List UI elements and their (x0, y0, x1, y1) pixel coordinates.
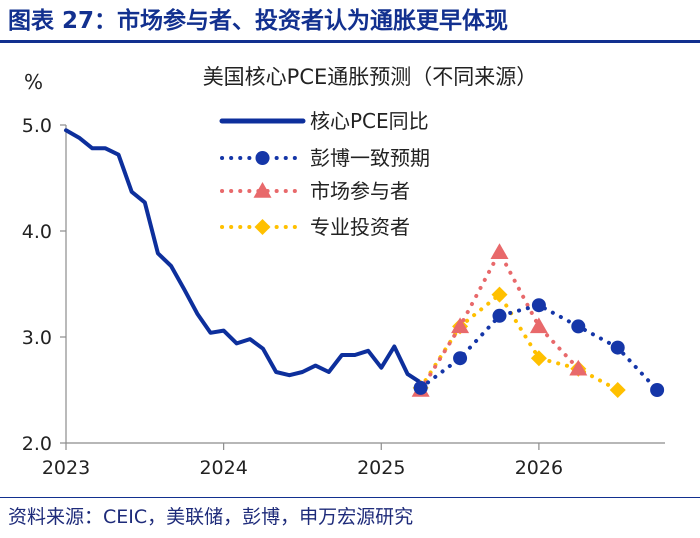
data-point-circle (413, 380, 428, 395)
legend-label: 专业投资者 (310, 215, 410, 239)
data-point-circle (531, 298, 546, 313)
data-point-circle (610, 340, 625, 355)
data-point-triangle (569, 359, 588, 376)
x-tick-label: 2025 (357, 457, 405, 479)
data-point-diamond (491, 286, 508, 303)
x-tick-label: 2026 (515, 457, 563, 479)
legend-item: 专业投资者 (220, 215, 410, 239)
chart-title: 美国核心PCE通胀预测（不同来源） (203, 65, 538, 89)
x-tick-label: 2024 (199, 457, 247, 479)
data-point-circle (571, 319, 586, 334)
data-point-circle (650, 383, 665, 397)
legend-marker-triangle (253, 182, 272, 198)
data-point-triangle (451, 317, 470, 334)
y-axis-unit-label: % (24, 70, 43, 94)
series-dotted-line (418, 247, 581, 392)
y-tick-label: 3.0 (22, 327, 52, 349)
legend-item: 市场参与者 (220, 179, 410, 203)
y-tick-label: 4.0 (22, 221, 52, 243)
series-4 (412, 286, 626, 398)
data-point-circle (453, 351, 468, 366)
data-point-triangle (490, 243, 509, 259)
axes: 2.0 3.0 4.0 5.0 2023 2024 2025 2026 (22, 115, 665, 479)
data-point-circle (492, 308, 507, 323)
legend-item: 核心PCE同比 (219, 109, 429, 133)
series-2 (413, 298, 665, 397)
source-rule (0, 497, 700, 498)
data-point-triangle (529, 317, 548, 334)
legend-marker-circle (255, 151, 270, 165)
legend-item: 彭博一致预期 (220, 146, 430, 170)
legend-label: 彭博一致预期 (310, 146, 430, 170)
title-rule (0, 40, 700, 43)
series-layer (64, 128, 665, 398)
data-point-diamond (530, 350, 547, 367)
legend-marker-diamond (254, 219, 271, 235)
core-pce-line (64, 128, 423, 385)
inflation-forecast-chart: 美国核心PCE通胀预测（不同来源） % 2.0 3.0 4.0 5.0 2023 2024… (22, 65, 665, 479)
legend-label: 市场参与者 (310, 179, 410, 203)
figure-title: 图表 27：市场参与者、投资者认为通胀更早体现 (8, 8, 509, 34)
series-1 (64, 128, 423, 385)
data-point-diamond (609, 382, 626, 398)
legend-label: 核心PCE同比 (310, 109, 429, 133)
y-tick-label: 5.0 (22, 115, 52, 137)
source-note: 资料来源：CEIC，美联储，彭博，申万宏源研究 (8, 506, 414, 528)
y-tick-label: 2.0 (22, 433, 52, 455)
x-tick-label: 2023 (42, 457, 90, 479)
series-3 (411, 243, 588, 397)
